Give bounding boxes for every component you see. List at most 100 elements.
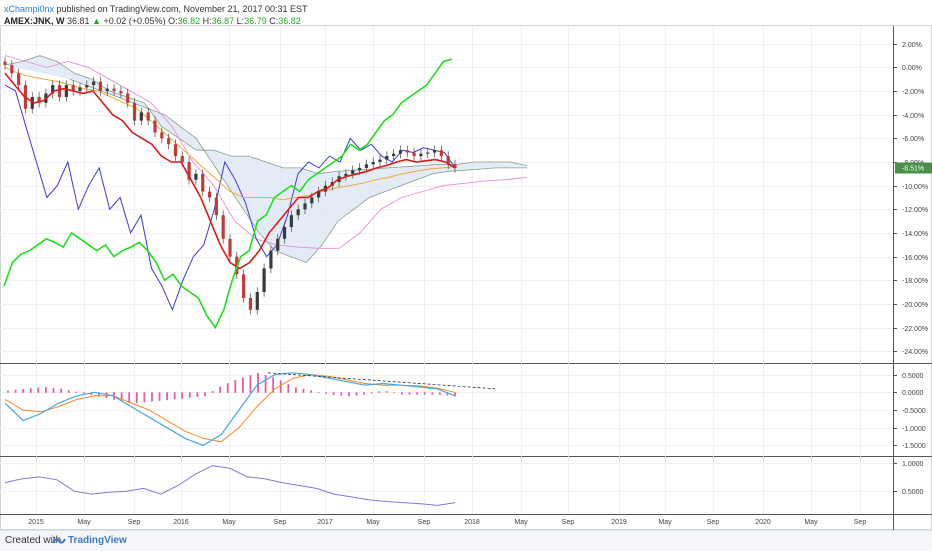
histogram-bar (393, 392, 396, 394)
histogram-bar (188, 392, 191, 398)
chart-header: xChampi0nx published on TradingView.com,… (4, 3, 308, 27)
x-tick-label: 2017 (317, 519, 333, 526)
chart-canvas[interactable]: 2015 May Sep 2016 May Sep 2017 May Sep 2018 May Sep… (0, 0, 932, 530)
histogram-bar (7, 390, 9, 393)
histogram-bar (363, 392, 365, 395)
candle-body (385, 156, 389, 160)
histogram-bar (75, 391, 78, 393)
histogram-bar (204, 392, 206, 397)
high-value: 36.87 (211, 16, 235, 26)
candle-body (180, 156, 184, 162)
close-value: 36.82 (278, 16, 301, 26)
histogram-bar (378, 391, 381, 393)
y-tick-label: -4.00% (902, 113, 924, 120)
candle-body (344, 173, 348, 177)
histogram-bar (196, 392, 199, 398)
footer-bar: Created with TradingView (0, 530, 932, 551)
histogram-bar (90, 392, 93, 396)
candle-body (419, 153, 423, 157)
y-tick-label: -20.00% (902, 302, 928, 309)
x-tick-label: Sep (707, 519, 720, 526)
histogram-bar (44, 387, 47, 393)
histogram-bar (166, 392, 169, 401)
x-tick-label: 2018 (464, 519, 480, 526)
histogram-bar (317, 391, 320, 393)
candle-body (78, 87, 82, 92)
histogram-bar (416, 392, 419, 395)
candle-body (228, 238, 232, 257)
histogram-bar (348, 392, 350, 397)
histogram-bar (173, 392, 176, 400)
candle-body (92, 81, 96, 86)
x-tick-label: Sep (274, 519, 287, 526)
histogram-bar (385, 391, 388, 393)
candle-body (146, 112, 150, 121)
y-tick-label: -6.00% (902, 136, 924, 143)
histogram-bar (67, 390, 70, 393)
candle-body (139, 112, 143, 121)
candle-body (242, 274, 246, 298)
candle-body (398, 150, 403, 154)
histogram-bar (257, 372, 259, 393)
candle-body (126, 93, 130, 103)
histogram-bar (98, 392, 100, 397)
candle-body (57, 85, 62, 97)
histogram-bar (29, 388, 32, 393)
histogram-bar (370, 392, 373, 394)
histogram-bar (431, 392, 434, 395)
signal-line (4, 374, 456, 443)
histogram-bar (234, 380, 237, 393)
candle-body (105, 88, 109, 92)
x-tick-label: 2020 (755, 519, 771, 526)
candle-body (51, 85, 55, 94)
x-tick-label: Sep (418, 519, 431, 526)
created-with-text: Created with (5, 535, 62, 546)
y-tick-label: -12.00% (902, 207, 928, 214)
histogram-bar (310, 390, 312, 393)
candle-body (17, 73, 21, 86)
high-label: H: (202, 16, 212, 26)
tradingview-brand[interactable]: TradingView (68, 535, 127, 546)
candle-body (303, 203, 307, 210)
candle-body (221, 215, 225, 239)
histogram-bar (158, 392, 161, 401)
y-tick-label: -24.00% (902, 349, 928, 356)
low-label: L: (236, 16, 245, 26)
red-line (4, 72, 456, 270)
candle-body (371, 161, 375, 165)
author-link[interactable]: xChampi0nx (4, 4, 55, 14)
histogram-bar (446, 392, 449, 396)
candle-body (310, 197, 314, 204)
histogram-bar (151, 392, 153, 402)
histogram-bar (294, 387, 297, 393)
histogram-bar (332, 392, 335, 395)
candle-body (85, 85, 89, 88)
candle-body (30, 96, 34, 109)
y-tick-label: -1.5000 (902, 443, 926, 450)
y-tick-label: -0.5000 (902, 408, 926, 415)
candle-body (207, 191, 212, 198)
last-price: 36.81 (67, 16, 90, 26)
candle-body (351, 170, 355, 174)
candle-body (71, 85, 75, 92)
y-tick-label: 1.0000 (902, 461, 924, 468)
histogram-bar (302, 388, 305, 393)
cloud-top-line (4, 55, 528, 175)
histogram-bar (219, 386, 222, 393)
candle-body (214, 197, 218, 216)
cloud-bottom-line (69, 78, 527, 263)
candle-body (289, 215, 293, 228)
y-tick-label: -14.00% (902, 231, 928, 238)
candle-body (412, 152, 416, 157)
histogram-bar (249, 375, 252, 393)
histogram-bar (226, 383, 229, 393)
pink-line (4, 55, 528, 249)
price-change: +0.02 (+0.05%) (103, 16, 166, 26)
candle-body (248, 297, 253, 310)
candle-body (201, 173, 205, 192)
y-tick-label: -1.0000 (902, 426, 926, 433)
y-tick-label: -18.00% (902, 278, 928, 285)
histogram-bar (22, 389, 25, 393)
histogram-bar (438, 392, 441, 395)
candle-body (255, 292, 259, 310)
